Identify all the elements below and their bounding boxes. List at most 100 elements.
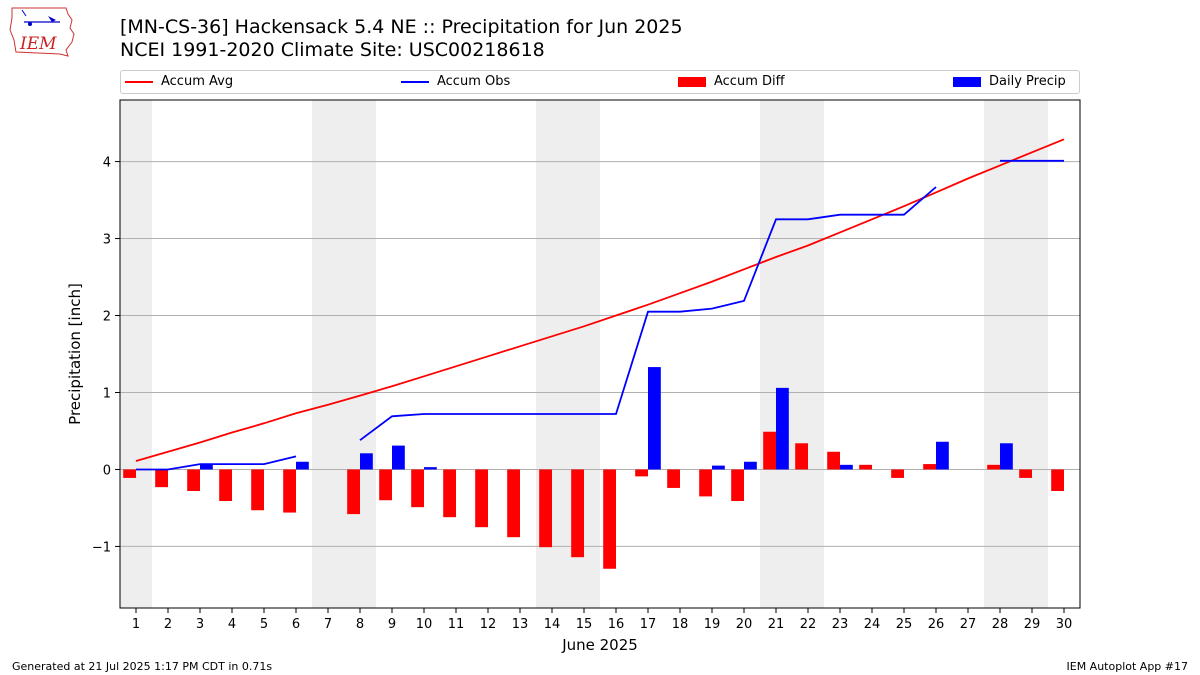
accum-diff-bar xyxy=(731,469,744,502)
accum-diff-bar xyxy=(283,469,296,513)
x-tick-label: 22 xyxy=(800,617,817,632)
x-tick-label: 30 xyxy=(1056,617,1073,632)
x-tick-label: 23 xyxy=(832,617,849,632)
daily-precip-bar xyxy=(200,464,213,470)
chart-title: [MN-CS-36] Hackensack 5.4 NE :: Precipit… xyxy=(120,16,683,38)
daily-precip-bar xyxy=(744,461,757,470)
legend-item-daily-precip: Daily Precip xyxy=(953,74,1066,89)
weekend-band xyxy=(120,100,152,608)
daily-precip-bar xyxy=(712,465,725,470)
accum-diff-bar xyxy=(507,469,520,538)
accum-diff-bar xyxy=(251,469,264,511)
accum-diff-bar xyxy=(603,469,616,569)
x-tick-label: 5 xyxy=(260,617,268,632)
legend-item-accum-diff: Accum Diff xyxy=(678,74,785,89)
legend-item-accum-avg: Accum Avg xyxy=(125,74,233,89)
x-tick-label: 28 xyxy=(992,617,1009,632)
accum-diff-bar xyxy=(475,469,488,528)
accum-obs-line xyxy=(136,455,297,471)
accum-diff-bar xyxy=(443,469,456,518)
accum-diff-bar xyxy=(571,469,584,558)
weekend-band xyxy=(344,100,376,608)
x-tick-label: 19 xyxy=(704,617,721,632)
accum-diff-bar xyxy=(411,469,424,508)
accum-diff-bar xyxy=(795,443,808,470)
accum-diff-bar xyxy=(1051,469,1064,492)
y-tick-label: 3 xyxy=(103,233,111,248)
accum-diff-bar xyxy=(891,469,904,478)
legend-label: Accum Avg xyxy=(161,74,234,89)
x-tick-label: 15 xyxy=(576,617,593,632)
daily-precip-bar xyxy=(776,387,789,470)
accum-avg-line xyxy=(135,138,1065,462)
y-tick-label: −1 xyxy=(92,540,111,555)
legend-swatch xyxy=(401,80,429,83)
iem-logo xyxy=(9,7,75,57)
x-tick-label: 2 xyxy=(164,617,172,632)
y-tick-label: 1 xyxy=(103,386,111,401)
daily-precip-bar xyxy=(936,441,949,470)
weekend-band xyxy=(1016,100,1048,608)
x-tick-label: 27 xyxy=(960,617,977,632)
accum-diff-bar xyxy=(987,464,1000,470)
accum-diff-bar xyxy=(123,469,136,478)
accum-diff-bar xyxy=(763,431,776,470)
daily-precip-bar xyxy=(360,453,373,470)
x-tick-label: 8 xyxy=(356,617,364,632)
x-tick-label: 24 xyxy=(864,617,881,632)
y-tick-label: 4 xyxy=(103,156,111,171)
iem-logo-text: IEM xyxy=(20,34,57,54)
daily-precip-bar xyxy=(392,445,405,470)
x-tick-label: 17 xyxy=(640,617,657,632)
y-axis-label: Precipitation [inch] xyxy=(66,283,84,425)
x-axis-label: June 2025 xyxy=(561,636,638,654)
weekend-band xyxy=(312,100,344,608)
accum-diff-bar xyxy=(859,464,872,470)
x-tick-label: 21 xyxy=(768,617,785,632)
legend-swatch xyxy=(953,76,981,87)
x-tick-label: 14 xyxy=(544,617,561,632)
legend-label: Accum Diff xyxy=(714,74,785,89)
x-tick-label: 13 xyxy=(512,617,529,632)
y-tick-label: 0 xyxy=(103,463,111,478)
chart-subtitle: NCEI 1991-2020 Climate Site: USC00218618 xyxy=(120,39,545,61)
daily-precip-bar xyxy=(1000,443,1013,470)
x-tick-label: 10 xyxy=(416,617,433,632)
accum-diff-bar xyxy=(155,469,168,488)
x-tick-label: 25 xyxy=(896,617,913,632)
x-tick-label: 26 xyxy=(928,617,945,632)
accum-diff-bar xyxy=(1019,469,1032,478)
accum-diff-bar xyxy=(699,469,712,497)
x-tick-label: 16 xyxy=(608,617,625,632)
weekend-band xyxy=(760,100,792,608)
x-tick-label: 1 xyxy=(132,617,140,632)
x-tick-label: 4 xyxy=(228,617,236,632)
accum-diff-bar xyxy=(347,469,360,515)
accum-diff-bar xyxy=(379,469,392,501)
daily-precip-bar xyxy=(296,461,309,470)
y-tick-label: 2 xyxy=(103,310,111,325)
accum-diff-bar xyxy=(923,464,936,470)
accum-obs-line xyxy=(359,186,937,441)
x-tick-label: 12 xyxy=(480,617,497,632)
x-tick-label: 29 xyxy=(1024,617,1041,632)
accum-diff-bar xyxy=(667,469,680,488)
accum-diff-bar xyxy=(187,469,200,492)
accum-diff-bar xyxy=(539,469,552,548)
chart-legend: Accum Avg Accum Obs Accum Diff Daily Pre… xyxy=(120,70,1080,94)
legend-label: Accum Obs xyxy=(437,74,511,89)
accum-diff-bar xyxy=(827,451,840,470)
daily-precip-bar xyxy=(648,367,661,470)
weekend-band xyxy=(984,100,1016,608)
x-tick-label: 18 xyxy=(672,617,689,632)
x-tick-label: 20 xyxy=(736,617,753,632)
weekend-band xyxy=(792,100,824,608)
x-tick-label: 3 xyxy=(196,617,204,632)
x-tick-label: 7 xyxy=(324,617,332,632)
plot-frame xyxy=(119,99,1081,609)
footer-app: IEM Autoplot App #17 xyxy=(1066,660,1189,673)
footer-generated: Generated at 21 Jul 2025 1:17 PM CDT in … xyxy=(12,660,273,673)
legend-swatch xyxy=(125,80,153,83)
accum-diff-bar xyxy=(219,469,232,502)
